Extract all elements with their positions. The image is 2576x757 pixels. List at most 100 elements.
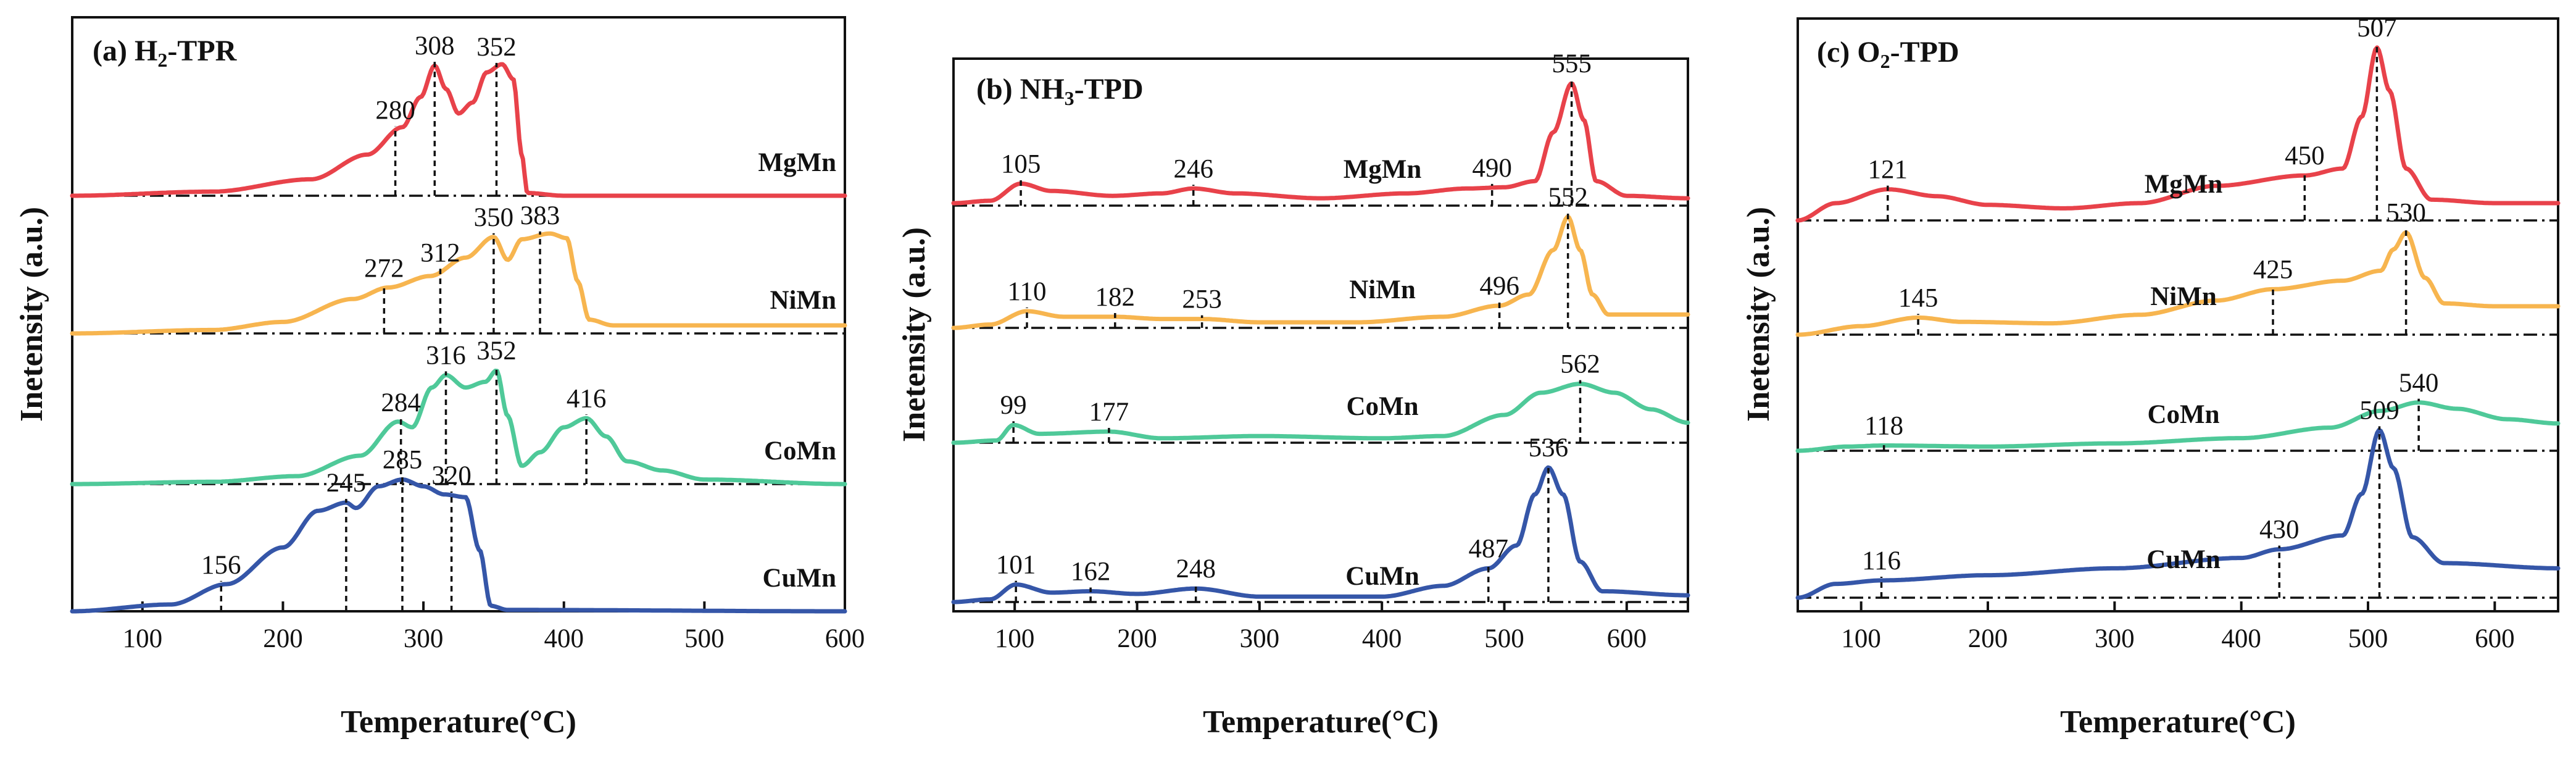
x-tick-label: 600 (825, 624, 865, 653)
x-tick-label: 100 (123, 624, 163, 653)
peak-label: 105 (1001, 149, 1041, 178)
panel-o2-tpd: (c) O2-TPD Temperature(°C) Inetensity (a… (1741, 14, 2561, 740)
panel-nh3-tpd: (b) NH3-TPD Temperature(°C) Inetensity (… (897, 49, 1690, 740)
x-tick-label: 600 (1607, 624, 1647, 653)
panel-b-y-axis-title: Inetensity (a.u.) (897, 227, 932, 442)
series-name-label: NiMn (2150, 282, 2217, 311)
series-cumn: CuMn 156 245 285 320 (70, 446, 847, 614)
panel-b-x-ticks: 100 200 300 400 500 600 (995, 601, 1647, 653)
panel-a-x-ticks: 100 200 300 400 500 600 (123, 601, 865, 653)
peak-label: 246 (1173, 154, 1213, 183)
panel-a-y-axis-title: Inetensity (a.u.) (14, 207, 49, 422)
peak-label: 496 (1479, 272, 1519, 301)
panel-c-x-axis-title: Temperature(°C) (2060, 705, 2296, 740)
series-name-label: NiMn (1349, 275, 1416, 304)
x-tick-label: 500 (1484, 624, 1524, 653)
x-tick-label: 100 (1841, 624, 1881, 653)
peak-label: 101 (996, 551, 1036, 580)
series-curve (951, 465, 1690, 604)
x-tick-label: 600 (2475, 624, 2515, 653)
peak-label: 248 (1176, 554, 1216, 583)
peak-label: 272 (364, 254, 404, 283)
series-comn: CoMn 118 540 (1795, 369, 2561, 453)
x-tick-label: 100 (995, 624, 1035, 653)
panel-c-x-ticks: 100 200 300 400 500 600 (1841, 601, 2515, 653)
series-name-label: CoMn (2147, 400, 2219, 429)
series-name-label: MgMn (1344, 155, 1422, 184)
peak-label: 245 (326, 469, 367, 498)
series-cumn: CuMn 101 162 248 487 536 (951, 433, 1690, 604)
x-tick-label: 300 (2095, 624, 2135, 653)
series-name-label: CuMn (2146, 545, 2221, 574)
peak-label: 99 (1000, 391, 1027, 420)
peak-label: 350 (474, 203, 514, 232)
peak-label: 540 (2399, 369, 2439, 398)
peak-label: 118 (1864, 412, 1903, 441)
peak-label: 536 (1529, 433, 1569, 462)
peak-label: 162 (1071, 558, 1111, 587)
series-name-label: CuMn (763, 564, 837, 593)
panel-a-x-axis-title: Temperature(°C) (341, 705, 576, 740)
peak-label: 507 (2357, 14, 2397, 43)
peak-label: 352 (476, 337, 517, 366)
peak-label: 280 (375, 96, 415, 125)
x-tick-label: 400 (2221, 624, 2261, 653)
peak-label: 552 (1548, 183, 1588, 212)
x-tick-label: 500 (684, 624, 725, 653)
peak-label: 182 (1095, 283, 1136, 312)
peak-label: 490 (1472, 154, 1512, 183)
series-curve (1795, 428, 2561, 600)
series-comn: CoMn 99 177 562 (951, 350, 1690, 445)
peak-label: 253 (1182, 285, 1222, 314)
x-tick-label: 200 (263, 624, 303, 653)
peak-label: 450 (2285, 141, 2325, 170)
peak-label: 285 (383, 446, 423, 475)
series-name-label: CoMn (764, 437, 836, 466)
peak-label: 284 (381, 388, 421, 417)
peak-label: 425 (2253, 255, 2293, 284)
series-curve (70, 62, 847, 198)
peak-label: 320 (431, 461, 472, 490)
panel-b-plot-frame (952, 57, 1689, 613)
panel-a-title: (a) H2-TPR (93, 35, 238, 71)
series-curve (70, 231, 847, 336)
panel-a-plot-frame (71, 16, 846, 613)
panel-b-x-axis-title: Temperature(°C) (1203, 705, 1439, 740)
peak-label: 383 (520, 201, 560, 230)
peak-label: 116 (1862, 546, 1901, 575)
peak-label: 555 (1552, 49, 1592, 78)
peak-label: 530 (2386, 198, 2426, 227)
series-mgmn: MgMn 105 246 490 555 (951, 49, 1690, 207)
series-curve (951, 82, 1690, 206)
series-name-label: MgMn (2145, 170, 2223, 199)
x-tick-label: 200 (1117, 624, 1157, 653)
panel-h2-tpr: (a) H2-TPR Temperature(°C) Inetensity (a… (14, 16, 865, 740)
peak-label: 352 (476, 33, 517, 62)
series-curve (70, 369, 847, 487)
x-tick-label: 300 (1240, 624, 1280, 653)
peak-label: 110 (1008, 277, 1047, 306)
x-tick-label: 400 (1362, 624, 1402, 653)
series-curve (951, 214, 1690, 330)
series-nimn: NiMn 272 312 350 383 (70, 201, 847, 336)
series-mgmn: MgMn 121 450 507 (1795, 14, 2561, 223)
peak-label: 308 (415, 31, 455, 61)
peak-label: 312 (420, 238, 460, 267)
series-curve (951, 382, 1690, 445)
peak-label: 509 (2359, 396, 2399, 425)
series-nimn: NiMn 110 182 253 496 552 (951, 183, 1690, 330)
x-tick-label: 500 (2348, 624, 2388, 653)
peak-label: 487 (1468, 535, 1508, 564)
panel-c-title: (c) O2-TPD (1817, 36, 1959, 72)
panel-c-y-axis-title: Inetensity (a.u.) (1741, 207, 1776, 422)
panel-c-plot-frame (1797, 17, 2559, 613)
peak-label: 430 (2259, 516, 2300, 545)
series-curve (70, 477, 847, 614)
series-name-label: CoMn (1346, 392, 1418, 421)
series-curve (1795, 400, 2561, 453)
peak-label: 177 (1089, 398, 1129, 427)
panel-b-title: (b) NH3-TPD (976, 73, 1144, 109)
